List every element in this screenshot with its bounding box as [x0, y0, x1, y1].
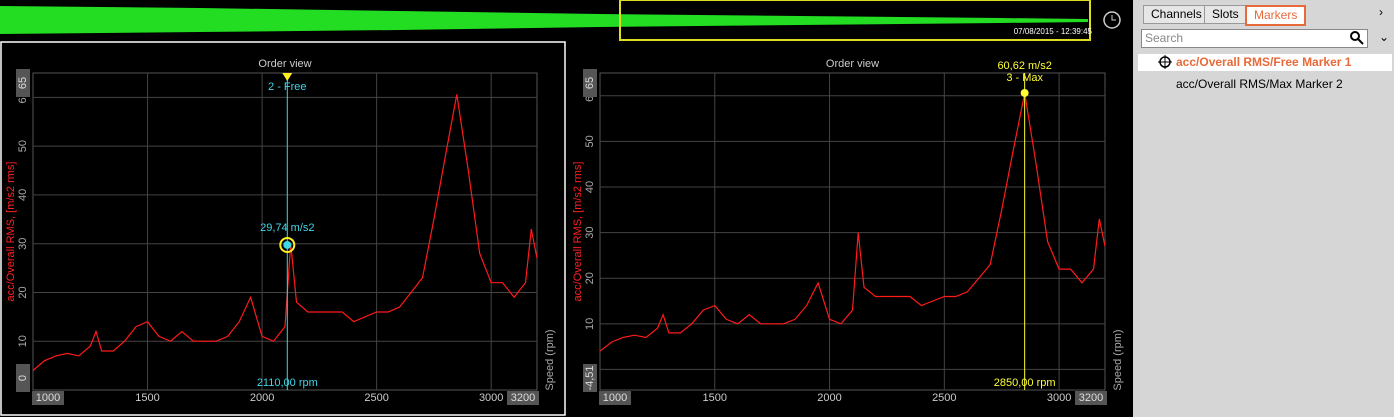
series-line — [32, 94, 538, 371]
y-axis-label: acc/Overall RMS, [m/s2 rms] — [5, 162, 17, 302]
dropdown-arrow[interactable]: ⌄ — [1379, 30, 1390, 44]
charts-area: 07/08/2015 - 12:39:45 Order view acc/Over… — [0, 0, 1124, 416]
y-tick-label: 20 — [17, 286, 29, 298]
x-tick-label: 3000 — [479, 392, 503, 404]
next-arrow[interactable]: › — [1379, 5, 1383, 19]
limit-box — [1075, 391, 1107, 405]
y-tick-label: 30 — [17, 238, 29, 250]
y-limit-label: -4,51 — [584, 365, 596, 390]
chart-title: Order view — [258, 58, 311, 70]
y-tick-label: 30 — [584, 226, 596, 238]
marker-x-label: 2110,00 rpm — [257, 377, 318, 389]
marker-ring — [279, 236, 296, 253]
chart-frame — [0, 41, 566, 416]
x-tick-label: 1500 — [135, 392, 159, 404]
marker-x-label: 2850,00 rpm — [994, 377, 1056, 389]
limit-box — [16, 364, 30, 392]
y-tick-label: 10 — [584, 318, 596, 330]
x-tick-label: 2000 — [817, 392, 841, 404]
series-line — [599, 92, 1106, 352]
tab[interactable]: Channels — [1143, 5, 1210, 24]
x-limit-label: 3200 — [1079, 392, 1103, 404]
marker-point — [283, 240, 292, 249]
side-panel: Channels Slots Markers › Search ⌄ acc/Ov… — [1133, 0, 1394, 417]
marker-y-label: 60,62 m/s2 — [997, 60, 1051, 72]
search-icon — [1350, 31, 1364, 45]
x-tick-label: 1500 — [703, 392, 727, 404]
marker-y-label: 29,74 m/s2 — [260, 222, 314, 234]
y-limit-label: 65 — [17, 77, 29, 89]
x-limit-label: 3200 — [511, 392, 535, 404]
limit-box — [507, 391, 539, 405]
x-axis-label: Speed (rpm) — [544, 329, 556, 390]
marker-point — [1020, 88, 1029, 97]
x-tick-label: 2000 — [250, 392, 274, 404]
x-tick-label: 2500 — [932, 392, 956, 404]
x-axis-label: Speed (rpm) — [1112, 329, 1124, 390]
tab[interactable]: Markers — [1245, 5, 1307, 26]
search-placeholder: Search — [1145, 31, 1184, 45]
y-tick-label: 20 — [584, 272, 596, 284]
chart-title: Order view — [826, 58, 879, 70]
y-tick-label: 40 — [584, 181, 596, 193]
tab[interactable]: Slots — [1204, 5, 1247, 24]
limit-box — [583, 364, 597, 392]
limit-box — [583, 69, 597, 97]
x-limit-label: 1000 — [603, 392, 627, 404]
crosshair-icon — [1158, 55, 1172, 69]
marker-handle — [282, 73, 293, 81]
overview-selection[interactable] — [619, 0, 1091, 41]
marker-item[interactable]: acc/Overall RMS/Max Marker 2 — [1176, 77, 1343, 91]
marker-name: 2 - Free — [268, 81, 307, 93]
clock-icon[interactable] — [1103, 11, 1121, 29]
marker-item: acc/Overall RMS/Free Marker 1 — [1176, 55, 1352, 69]
timestamp: 07/08/2015 - 12:39:45 — [1014, 27, 1093, 36]
x-tick-label: 2500 — [364, 392, 388, 404]
waveform — [0, 6, 1088, 34]
marker-name: 3 - Max — [1006, 72, 1043, 84]
y-limit-label: 65 — [584, 77, 596, 89]
x-tick-label: 3000 — [1047, 392, 1071, 404]
y-axis-label: acc/Overall RMS, [m/s2 rms] — [572, 162, 584, 302]
y-tick-label: 50 — [17, 140, 29, 152]
y-tick-label: 40 — [17, 189, 29, 201]
y-tick-label: 50 — [584, 135, 596, 147]
clock-hands — [1111, 15, 1116, 21]
search-box[interactable]: Search — [1141, 29, 1368, 48]
y-limit-label: 0 — [17, 375, 29, 381]
limit-box — [599, 391, 631, 405]
marker-row-selected[interactable]: acc/Overall RMS/Free Marker 1 — [1138, 54, 1392, 71]
limit-box — [32, 391, 64, 405]
y-tick-label: 10 — [17, 335, 29, 347]
limit-box — [16, 69, 30, 97]
x-limit-label: 1000 — [36, 392, 60, 404]
plot-frame — [599, 72, 1106, 391]
